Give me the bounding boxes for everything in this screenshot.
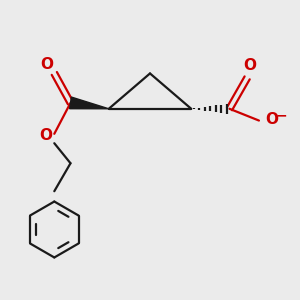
Text: −: − (276, 108, 288, 122)
Polygon shape (70, 97, 109, 109)
Text: O: O (266, 112, 278, 127)
Text: O: O (244, 58, 256, 73)
Text: O: O (40, 57, 53, 72)
Text: O: O (39, 128, 52, 143)
